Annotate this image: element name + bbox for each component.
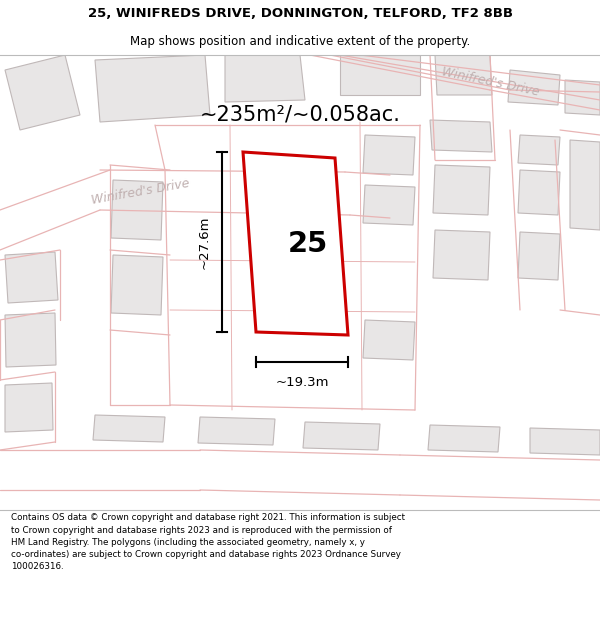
Text: Winifred's Drive: Winifred's Drive (90, 177, 190, 207)
Polygon shape (428, 425, 500, 452)
Polygon shape (518, 135, 560, 165)
Polygon shape (5, 383, 53, 432)
Text: 25, WINIFREDS DRIVE, DONNINGTON, TELFORD, TF2 8BB: 25, WINIFREDS DRIVE, DONNINGTON, TELFORD… (88, 8, 512, 20)
Polygon shape (5, 55, 80, 130)
Polygon shape (518, 232, 560, 280)
Polygon shape (198, 417, 275, 445)
Polygon shape (363, 185, 415, 225)
Polygon shape (225, 55, 305, 102)
Polygon shape (508, 70, 560, 105)
Polygon shape (243, 152, 348, 335)
Polygon shape (433, 165, 490, 215)
Polygon shape (5, 313, 56, 367)
Polygon shape (93, 415, 165, 442)
Polygon shape (340, 55, 420, 95)
Polygon shape (111, 180, 163, 240)
Polygon shape (303, 422, 380, 450)
Polygon shape (530, 428, 600, 455)
Polygon shape (570, 140, 600, 230)
Text: Winifred's Drive: Winifred's Drive (440, 65, 540, 99)
Polygon shape (111, 255, 163, 315)
Polygon shape (518, 170, 560, 215)
Text: 25: 25 (287, 230, 328, 258)
Polygon shape (433, 230, 490, 280)
Polygon shape (435, 55, 492, 95)
Polygon shape (565, 80, 600, 115)
Polygon shape (363, 135, 415, 175)
Text: ~27.6m: ~27.6m (197, 215, 211, 269)
Text: Map shows position and indicative extent of the property.: Map shows position and indicative extent… (130, 35, 470, 48)
Polygon shape (430, 120, 492, 152)
Polygon shape (5, 252, 58, 303)
Polygon shape (95, 55, 210, 122)
Text: Contains OS data © Crown copyright and database right 2021. This information is : Contains OS data © Crown copyright and d… (11, 514, 405, 571)
Text: ~19.3m: ~19.3m (275, 376, 329, 389)
Polygon shape (363, 320, 415, 360)
Text: ~235m²/~0.058ac.: ~235m²/~0.058ac. (200, 105, 400, 125)
